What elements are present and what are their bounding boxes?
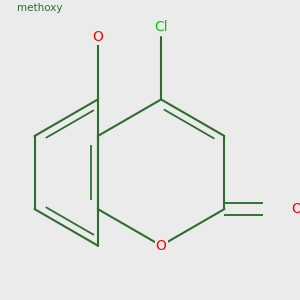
Text: O: O [92,30,103,44]
Text: O: O [291,202,300,216]
Text: methoxy: methoxy [17,3,63,13]
Text: O: O [156,238,167,253]
Text: Cl: Cl [154,20,168,34]
